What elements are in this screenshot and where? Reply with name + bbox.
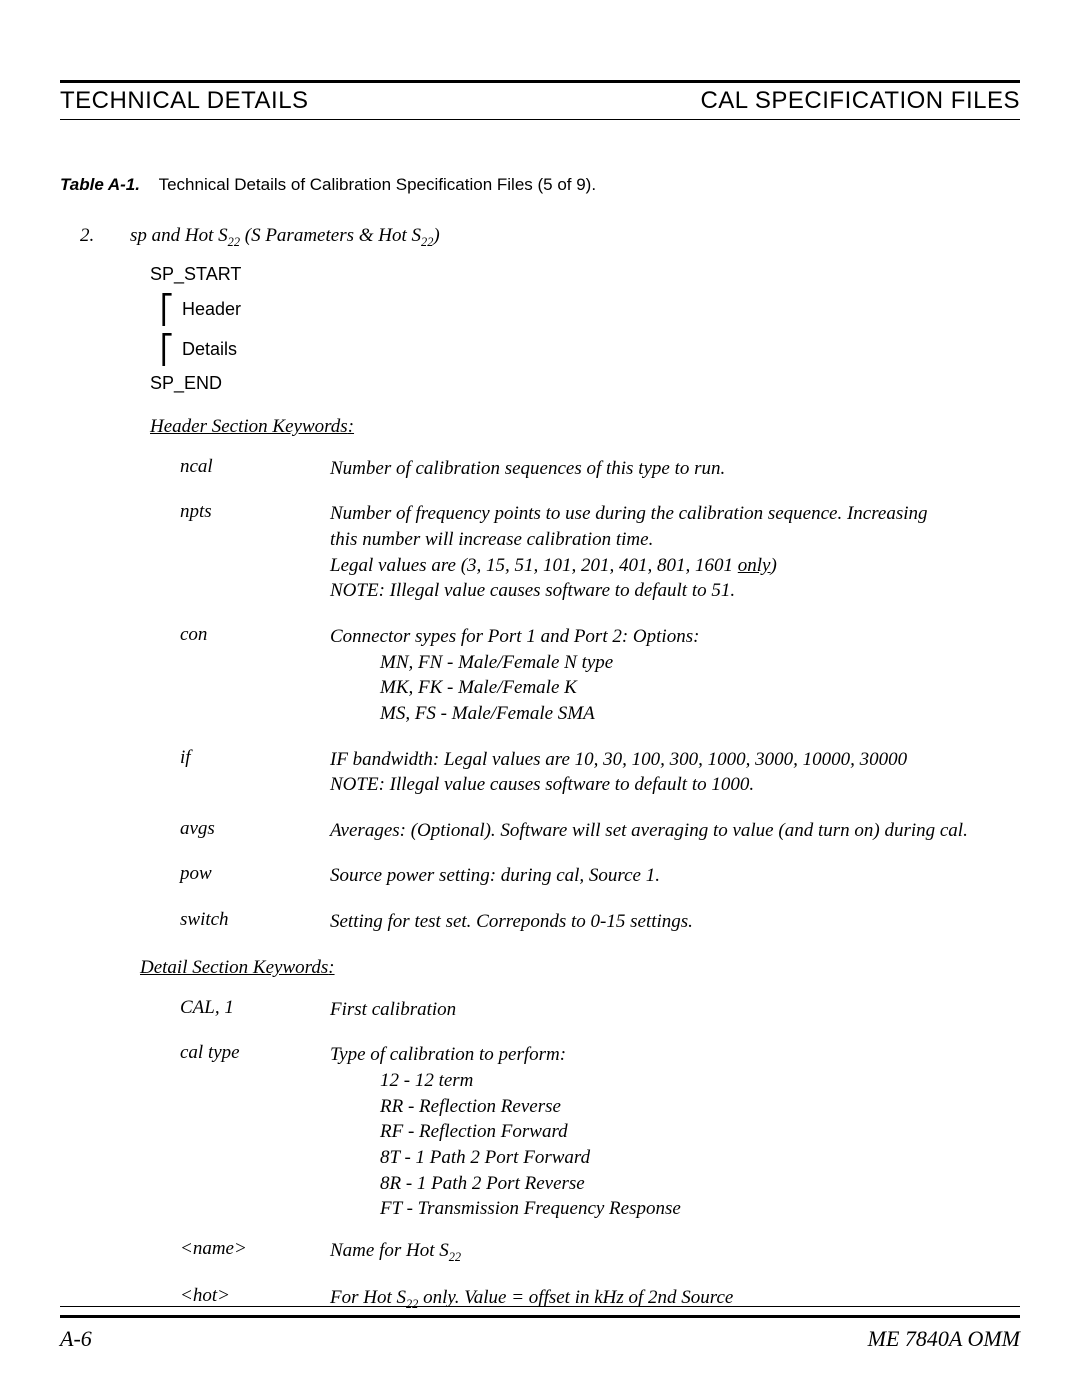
- table-caption: Table A-1. Technical Details of Calibrat…: [60, 175, 1020, 195]
- kw-desc: Name for Hot S22: [330, 1238, 461, 1265]
- section-title: sp and Hot S22 (S Parameters & Hot S22): [130, 225, 440, 250]
- page-footer: A-6 ME 7840A OMM: [60, 1315, 1020, 1352]
- table-caption-text: Technical Details of Calibration Specifi…: [159, 175, 596, 194]
- header-struct-item: ⎡ Header: [160, 293, 1020, 327]
- kw-desc: Source power setting: during cal, Source…: [330, 863, 660, 889]
- kw-name: <name> Name for Hot S22: [180, 1238, 1020, 1265]
- page-header: TECHNICAL DETAILS CAL SPECIFICATION FILE…: [60, 87, 1020, 120]
- kw-term: ncal: [180, 456, 330, 482]
- kw-cal1: CAL, 1 First calibration: [180, 997, 1020, 1023]
- detail-keywords-heading: Detail Section Keywords:: [140, 957, 1020, 979]
- kw-term: <hot>: [180, 1285, 330, 1312]
- kw-term: <name>: [180, 1238, 330, 1265]
- kw-desc: IF bandwidth: Legal values are 10, 30, 1…: [330, 747, 907, 798]
- kw-con: con Connector sypes for Port 1 and Port …: [180, 624, 1020, 727]
- kw-desc: Setting for test set. Correponds to 0-15…: [330, 909, 693, 935]
- bottom-rule: [60, 1306, 1020, 1307]
- footer-left: A-6: [60, 1326, 92, 1352]
- kw-desc: Number of calibration sequences of this …: [330, 456, 725, 482]
- kw-pow: pow Source power setting: during cal, So…: [180, 863, 1020, 889]
- kw-switch: switch Setting for test set. Correponds …: [180, 909, 1020, 935]
- kw-hot: <hot> For Hot S22 only. Value = offset i…: [180, 1285, 1020, 1312]
- top-rule: [60, 80, 1020, 83]
- kw-term: con: [180, 624, 330, 727]
- kw-npts: npts Number of frequency points to use d…: [180, 501, 1020, 604]
- kw-term: switch: [180, 909, 330, 935]
- header-left: TECHNICAL DETAILS: [60, 87, 309, 115]
- bracket-icon: ⎡: [160, 333, 174, 367]
- kw-term: npts: [180, 501, 330, 604]
- kw-term: if: [180, 747, 330, 798]
- kw-if: if IF bandwidth: Legal values are 10, 30…: [180, 747, 1020, 798]
- kw-ncal: ncal Number of calibration sequences of …: [180, 456, 1020, 482]
- bracket-icon: ⎡: [160, 293, 174, 327]
- kw-term: cal type: [180, 1042, 330, 1221]
- kw-desc: For Hot S22 only. Value = offset in kHz …: [330, 1285, 733, 1312]
- sp-end: SP_END: [150, 373, 1020, 394]
- kw-desc: Type of calibration to perform: 12 - 12 …: [330, 1042, 681, 1221]
- section-number: 2.: [80, 225, 130, 247]
- kw-desc: Connector sypes for Port 1 and Port 2: O…: [330, 624, 699, 727]
- table-label: Table A-1.: [60, 175, 140, 194]
- section-title-row: 2. sp and Hot S22 (S Parameters & Hot S2…: [80, 225, 1020, 250]
- details-struct-item: ⎡ Details: [160, 333, 1020, 367]
- kw-term: CAL, 1: [180, 997, 330, 1023]
- kw-avgs: avgs Averages: (Optional). Software will…: [180, 818, 1020, 844]
- kw-caltype: cal type Type of calibration to perform:…: [180, 1042, 1020, 1221]
- kw-term: avgs: [180, 818, 330, 844]
- footer-right: ME 7840A OMM: [868, 1326, 1020, 1352]
- kw-term: pow: [180, 863, 330, 889]
- header-keywords-heading: Header Section Keywords:: [150, 416, 1020, 438]
- kw-desc: Number of frequency points to use during…: [330, 501, 928, 604]
- header-right: CAL SPECIFICATION FILES: [700, 87, 1020, 115]
- kw-desc: Averages: (Optional). Software will set …: [330, 818, 968, 844]
- sp-start: SP_START: [150, 264, 1020, 285]
- kw-desc: First calibration: [330, 997, 456, 1023]
